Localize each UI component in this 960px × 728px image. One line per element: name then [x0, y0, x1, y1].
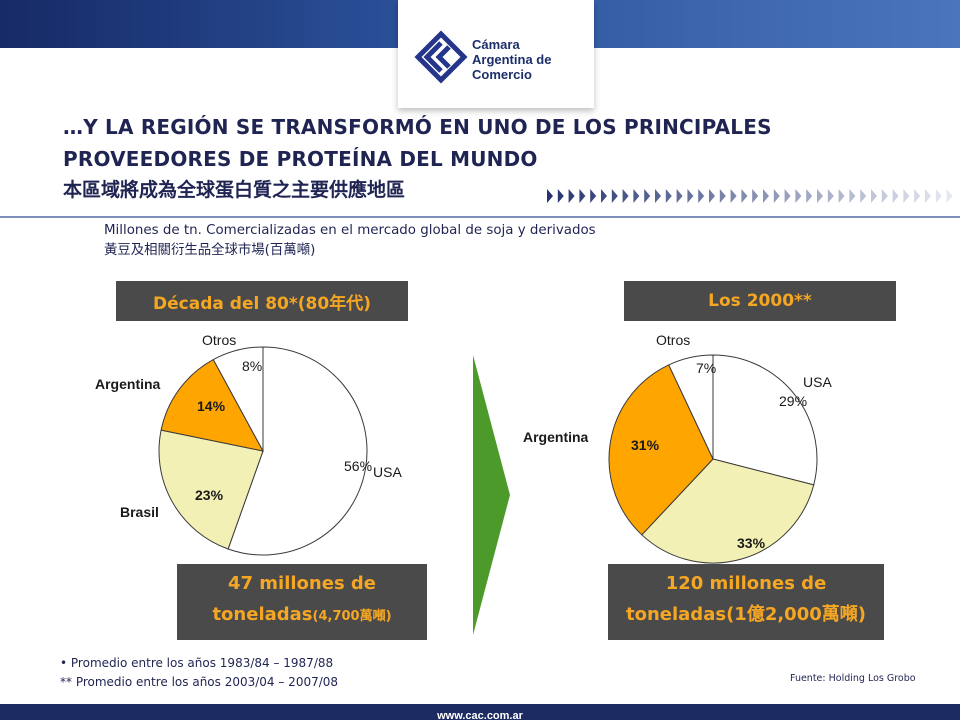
strip-arrow-icon: [817, 189, 823, 203]
strip-arrow-icon: [871, 189, 877, 203]
strip-arrow-icon: [709, 189, 715, 203]
strip-arrow-icon: [763, 189, 769, 203]
title-line-1: …Y LA REGIÓN SE TRANSFORMÓ EN UNO DE LOS…: [63, 115, 772, 139]
logo-line-2: Argentina de: [472, 52, 552, 67]
pie-slice-argentina: [160, 358, 264, 452]
strip-arrow-icon: [687, 189, 694, 203]
strip-arrow-icon: [741, 189, 748, 203]
pie-chart-2000s: 29% USA 33% 31% Argentina 7% Otros: [523, 332, 832, 564]
logo-text: Cámara Argentina de Comercio: [472, 37, 590, 82]
bottom-banner: [0, 704, 960, 720]
pie-slice-brasil: [158, 429, 264, 550]
strip-arrow-icon: [547, 189, 553, 203]
strip-arrow-icon: [579, 189, 586, 203]
chart-1-total-chinese: (4,700萬噸): [312, 609, 392, 624]
subtitle-spanish: Millones de tn. Comercializadas en el me…: [104, 223, 596, 238]
pie-slice-usa: [227, 346, 368, 556]
bullet-icon: •: [60, 656, 68, 670]
pie-value-label-otros: 8%: [242, 358, 262, 374]
strip-arrow-icon: [860, 189, 867, 203]
pie-slice-usa: [712, 354, 818, 486]
chart-1-total: 47 millones de toneladas(4,700萬噸): [177, 564, 427, 640]
page-title: …Y LA REGIÓN SE TRANSFORMÓ EN UNO DE LOS…: [63, 111, 843, 175]
strip-arrow-icon: [946, 189, 953, 203]
pie-value-label-brasil: 23%: [195, 487, 224, 503]
strip-arrow-icon: [568, 189, 575, 203]
footnotes: • Promedio entre los años 1983/84 – 1987…: [60, 654, 480, 692]
chart-2-total: 120 millones de toneladas(1億2,000萬噸): [608, 564, 884, 640]
strip-arrow-icon: [806, 189, 813, 203]
strip-arrow-icon: [622, 189, 629, 203]
footnote-2: ** Promedio entre los años 2003/04 – 200…: [60, 675, 339, 689]
strip-arrow-icon: [827, 189, 834, 203]
transition-arrow-icon: [473, 355, 510, 635]
pie-slice-otros: [668, 354, 714, 460]
strip-arrow-icon: [676, 189, 683, 203]
strip-arrow-icon: [611, 189, 618, 203]
chart-subtitle: Millones de tn. Comercializadas en el me…: [104, 221, 724, 261]
logo-card: Cámara Argentina de Comercio: [398, 0, 594, 108]
strip-arrow-icon: [590, 189, 597, 203]
strip-arrow-icon: [601, 189, 607, 203]
title-line-2: PROVEEDORES DE PROTEÍNA DEL MUNDO: [63, 147, 538, 171]
strip-arrow-icon: [633, 189, 640, 203]
footnote-1: • Promedio entre los años 1983/84 – 1987…: [60, 654, 480, 673]
pie-chart-1980s: 56% USA 23% Brasil 14% Argentina 8% Otros: [95, 332, 402, 556]
footnote-1-text: Promedio entre los años 1983/84 – 1987/8…: [70, 656, 334, 670]
chart-1-total-unit: toneladas: [212, 604, 313, 625]
strip-arrow-icon: [644, 189, 651, 203]
chart-2-total-chinese: (1億2,000萬噸): [726, 604, 866, 625]
logo-line-1: Cámara: [472, 37, 520, 52]
pie-category-label-otros: Otros: [202, 332, 236, 348]
strip-arrow-icon: [849, 189, 856, 203]
pie-value-label-usa: 56%: [344, 458, 372, 474]
source-note: Fuente: Holding Los Grobo: [790, 673, 916, 684]
pie-slice-otros: [212, 346, 264, 452]
chart-2-title: Los 2000**: [624, 281, 896, 321]
chart-2-total-unit: toneladas: [626, 604, 727, 625]
strip-arrow-icon: [773, 189, 780, 203]
chart-2-total-line-1: 120 millones de: [665, 573, 827, 594]
strip-arrow-icon: [914, 189, 921, 203]
strip-arrow-icon: [752, 189, 759, 203]
strip-arrow-icon: [730, 189, 737, 203]
pie-value-label-usa: 29%: [779, 393, 807, 409]
pie-category-label-brasil: Brasil: [120, 504, 159, 520]
title-chinese: 本區域將成為全球蛋白質之主要供應地區: [63, 179, 406, 201]
pie-slice-brasil: [641, 458, 815, 564]
chart-1-total-line-2: toneladas(4,700萬噸): [177, 599, 427, 632]
strip-arrow-icon: [784, 189, 791, 203]
decorative-arrow-strip: [547, 189, 953, 203]
chart-1-total-line-1: 47 millones de: [227, 573, 377, 594]
strip-arrow-icon: [903, 189, 910, 203]
pie-value-label-otros: 7%: [696, 360, 716, 376]
pie-category-label-argentina: Argentina: [523, 429, 589, 445]
cac-logo-icon: [414, 30, 468, 84]
chart-2-total-line-2: toneladas(1億2,000萬噸): [608, 599, 884, 630]
strip-arrow-icon: [881, 189, 888, 203]
pie-category-label-argentina: Argentina: [95, 376, 161, 392]
strip-arrow-icon: [935, 189, 942, 203]
pie-value-label-argentina: 14%: [197, 398, 226, 414]
strip-arrow-icon: [665, 189, 672, 203]
pie-value-label-argentina: 31%: [631, 437, 660, 453]
strip-arrow-icon: [719, 189, 726, 203]
pie-value-label-brasil: 33%: [737, 535, 766, 551]
strip-arrow-icon: [892, 189, 899, 203]
strip-arrow-icon: [795, 189, 802, 203]
footer-url: www.cac.com.ar: [437, 710, 523, 722]
pie-category-label-usa: USA: [803, 374, 832, 390]
strip-arrow-icon: [838, 189, 845, 203]
logo-line-3: Comercio: [472, 67, 532, 82]
strip-arrow-icon: [655, 189, 661, 203]
pie-category-label-otros: Otros: [656, 332, 690, 348]
strip-arrow-icon: [557, 189, 564, 203]
pie-slice-argentina: [608, 364, 714, 536]
strip-arrow-icon: [925, 189, 931, 203]
subtitle-chinese: 黃豆及相關衍生品全球市場(百萬噸): [104, 243, 316, 258]
chart-1-title: Década del 80*(80年代): [116, 281, 408, 321]
strip-arrow-icon: [698, 189, 705, 203]
pie-category-label-usa: USA: [373, 464, 402, 480]
header-divider: [0, 216, 960, 218]
